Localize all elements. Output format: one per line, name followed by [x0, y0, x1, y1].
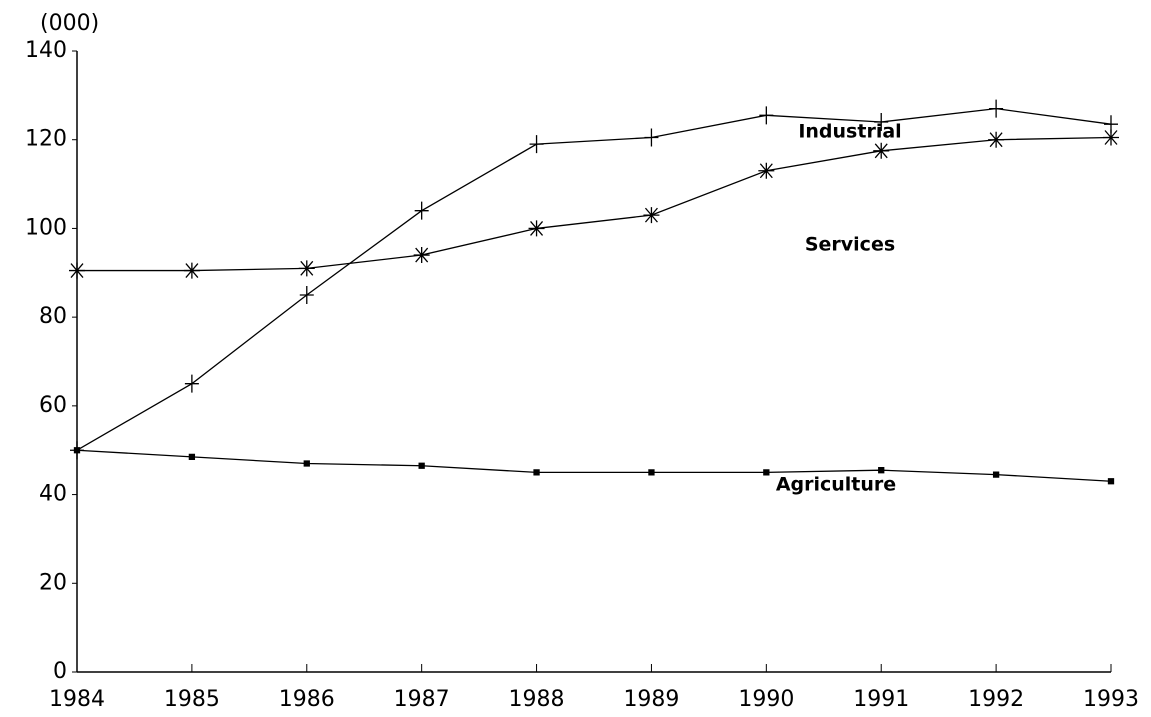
point-marker — [73, 447, 81, 454]
y-tick-label: 20 — [39, 570, 67, 595]
point-marker — [758, 162, 775, 179]
point-marker — [992, 471, 1000, 478]
point-marker — [303, 460, 310, 467]
point-marker — [298, 260, 315, 277]
point-marker — [874, 112, 889, 131]
point-marker — [69, 262, 85, 279]
x-tick-label: 1992 — [968, 687, 1024, 712]
point-marker — [413, 247, 430, 264]
y-tick-label: 40 — [39, 482, 67, 507]
point-marker — [988, 131, 1005, 148]
series-label: Agriculture — [776, 474, 896, 496]
point-marker — [759, 106, 774, 125]
point-marker — [533, 469, 540, 476]
x-tick-label: 1990 — [738, 687, 794, 712]
x-tick-label: 1989 — [623, 687, 679, 712]
point-marker — [1107, 478, 1115, 485]
x-tick-label: 1984 — [49, 687, 105, 712]
point-marker — [528, 220, 545, 237]
point-marker — [644, 128, 659, 147]
point-marker — [878, 467, 885, 474]
x-tick-label: 1993 — [1083, 687, 1139, 712]
x-tick-label: 1991 — [853, 687, 909, 712]
point-marker — [989, 99, 1004, 118]
point-marker — [643, 207, 660, 224]
y-tick-label: 120 — [25, 127, 67, 152]
y-tick-label: 100 — [25, 215, 67, 240]
x-tick-label: 1988 — [509, 687, 565, 712]
point-marker — [418, 462, 425, 469]
point-marker — [763, 469, 770, 476]
point-marker — [184, 374, 199, 393]
point-marker — [529, 135, 544, 154]
point-marker — [648, 469, 655, 476]
series-line — [76, 108, 1112, 451]
point-marker — [414, 201, 429, 220]
x-tick-label: 1987 — [394, 687, 450, 712]
y-tick-label: 140 — [25, 38, 67, 63]
y-tick-label: 80 — [39, 304, 67, 329]
y-tick-label: 60 — [39, 393, 67, 418]
point-marker — [1103, 129, 1119, 146]
x-tick-label: 1985 — [164, 687, 220, 712]
point-marker — [299, 285, 314, 304]
y-tick-label: 0 — [53, 659, 67, 684]
series-line — [77, 136, 1112, 272]
point-marker — [183, 262, 200, 279]
point-marker — [188, 453, 196, 461]
x-tick-label: 1986 — [279, 687, 335, 712]
series-label: Services — [805, 234, 895, 256]
series-label: Industrial — [798, 121, 901, 143]
series-line — [76, 449, 1112, 482]
y-unit-label: (000) — [40, 11, 99, 36]
point-marker — [873, 142, 890, 159]
